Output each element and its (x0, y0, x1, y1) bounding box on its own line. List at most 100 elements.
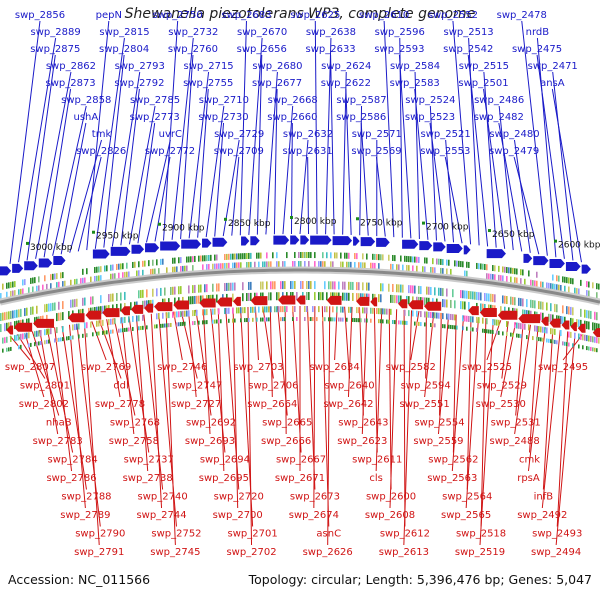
forward-leader-line (163, 20, 179, 241)
feature-tick (54, 273, 56, 280)
feature-tick (370, 318, 372, 323)
feature-tick (480, 303, 482, 312)
feature-tick (332, 261, 334, 268)
feature-tick (490, 293, 492, 302)
feature-tick (304, 317, 306, 322)
forward-leader-line (483, 88, 506, 249)
feature-tick (298, 261, 300, 268)
reverse-gene-label: swp_2790 (75, 529, 125, 540)
feature-tick (578, 344, 580, 349)
feature-tick (208, 263, 210, 270)
feature-tick (236, 307, 238, 314)
feature-tick (266, 317, 268, 322)
reverse-gene-label: swp_2674 (289, 510, 339, 521)
feature-tick (514, 322, 516, 329)
feature-tick (384, 308, 386, 315)
feature-tick (366, 282, 368, 291)
feature-tick (180, 286, 182, 295)
feature-tick (82, 333, 84, 338)
feature-tick (10, 310, 12, 319)
feature-tick (514, 277, 516, 284)
feature-tick (216, 254, 218, 261)
feature-tick (340, 306, 342, 313)
forward-gene-label: swp_2875 (30, 44, 80, 55)
reverse-gene-arrow (278, 295, 296, 305)
feature-tick (418, 256, 420, 263)
reverse-gene-label: swp_2611 (352, 455, 402, 466)
feature-tick (122, 263, 124, 270)
feature-tick (542, 281, 544, 288)
reverse-leader-line (284, 306, 287, 435)
feature-tick (502, 275, 504, 282)
feature-tick (2, 337, 4, 344)
reverse-leader-line (501, 321, 509, 379)
feature-tick (502, 295, 504, 304)
feature-tick (526, 335, 528, 340)
feature-tick (280, 306, 282, 313)
feature-tick (240, 307, 242, 314)
feature-tick (516, 268, 518, 275)
reverse-leader-line (217, 308, 225, 472)
feature-tick (234, 282, 236, 291)
feature-tick (486, 318, 488, 325)
feature-tick (322, 317, 324, 322)
feature-tick (266, 252, 268, 259)
feature-tick (206, 309, 208, 316)
feature-tick (54, 338, 56, 343)
feature-tick (590, 346, 592, 351)
forward-gene-arrow (53, 256, 66, 266)
forward-gene-label: swp_2670 (237, 27, 287, 38)
feature-tick (494, 319, 496, 326)
feature-tick (378, 254, 380, 261)
feature-tick (124, 271, 126, 278)
reverse-gene-label: swp_2600 (366, 492, 416, 503)
forward-gene-arrow (446, 243, 463, 253)
feature-tick (398, 284, 400, 293)
feature-tick (46, 328, 48, 335)
forward-leader-line (239, 20, 247, 236)
feature-tick (324, 281, 326, 290)
feature-tick (110, 318, 112, 325)
feature-tick (394, 295, 396, 304)
feature-tick (340, 252, 342, 259)
feature-tick (228, 282, 230, 291)
feature-tick (24, 333, 26, 340)
feature-tick (194, 320, 196, 325)
feature-tick (10, 281, 12, 288)
feature-tick (132, 326, 134, 331)
feature-tick (18, 334, 20, 341)
feature-tick (358, 318, 360, 323)
feature-tick (488, 293, 490, 302)
reverse-leader-line (247, 306, 253, 546)
reverse-leader-line (202, 309, 211, 435)
reverse-gene-label: swp_2529 (477, 381, 527, 392)
feature-tick (104, 330, 106, 335)
reverse-gene-arrow (479, 308, 497, 318)
reverse-leader-line (106, 319, 121, 398)
feature-tick (554, 328, 556, 335)
feature-tick (414, 321, 416, 326)
feature-tick (574, 332, 576, 339)
feature-tick (590, 310, 592, 319)
feature-tick (26, 307, 28, 316)
forward-gene-arrow (581, 264, 591, 274)
feature-tick (462, 290, 464, 299)
feature-tick (356, 307, 358, 314)
feature-tick (44, 340, 46, 345)
feature-tick (476, 291, 478, 300)
feature-tick (492, 294, 494, 303)
feature-tick (218, 263, 220, 270)
feature-tick (142, 289, 144, 298)
feature-tick (120, 317, 122, 324)
feature-tick (80, 278, 82, 285)
feature-tick (284, 261, 286, 268)
feature-tick (380, 283, 382, 292)
feature-tick (202, 320, 204, 325)
feature-tick (350, 306, 352, 313)
feature-tick (598, 337, 600, 344)
scale-label: 2700 kbp (426, 223, 469, 233)
feature-tick (206, 255, 208, 262)
feature-tick (400, 255, 402, 262)
feature-tick (194, 255, 196, 262)
forward-leader-line (330, 54, 335, 235)
